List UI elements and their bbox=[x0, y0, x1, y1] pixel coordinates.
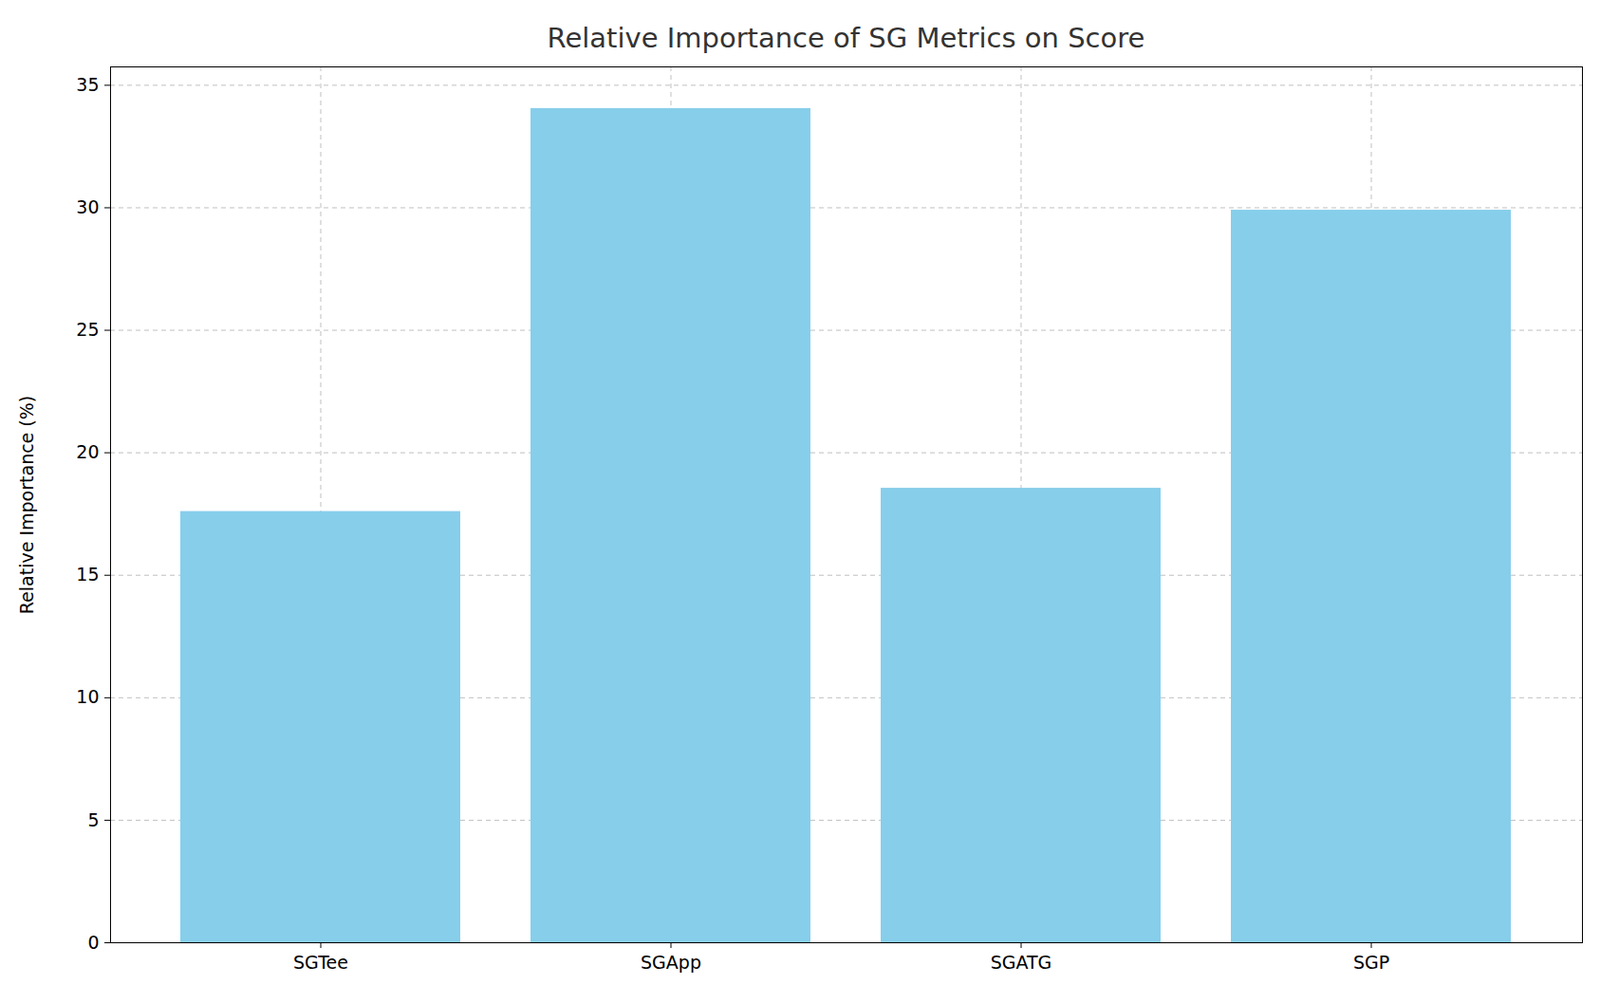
svg-text:SGTee: SGTee bbox=[293, 951, 349, 973]
svg-text:15: 15 bbox=[75, 563, 99, 585]
svg-text:25: 25 bbox=[75, 318, 99, 340]
svg-text:SGATG: SGATG bbox=[990, 951, 1053, 973]
svg-text:10: 10 bbox=[75, 686, 99, 707]
html-text:Relative Importance of SG Metr: Relative Importance of SG Metrics on Sco… bbox=[547, 21, 1145, 55]
svg-text:SGApp: SGApp bbox=[640, 951, 702, 973]
svg-text:Relative Importance (%): Relative Importance (%) bbox=[16, 395, 38, 614]
svg-text:5: 5 bbox=[87, 808, 99, 830]
svg-text:20: 20 bbox=[75, 441, 99, 463]
svg-text:SGP: SGP bbox=[1353, 951, 1390, 973]
svg-text:30: 30 bbox=[75, 196, 99, 218]
svg-text:35: 35 bbox=[75, 74, 99, 95]
svg-text:0: 0 bbox=[87, 931, 99, 953]
